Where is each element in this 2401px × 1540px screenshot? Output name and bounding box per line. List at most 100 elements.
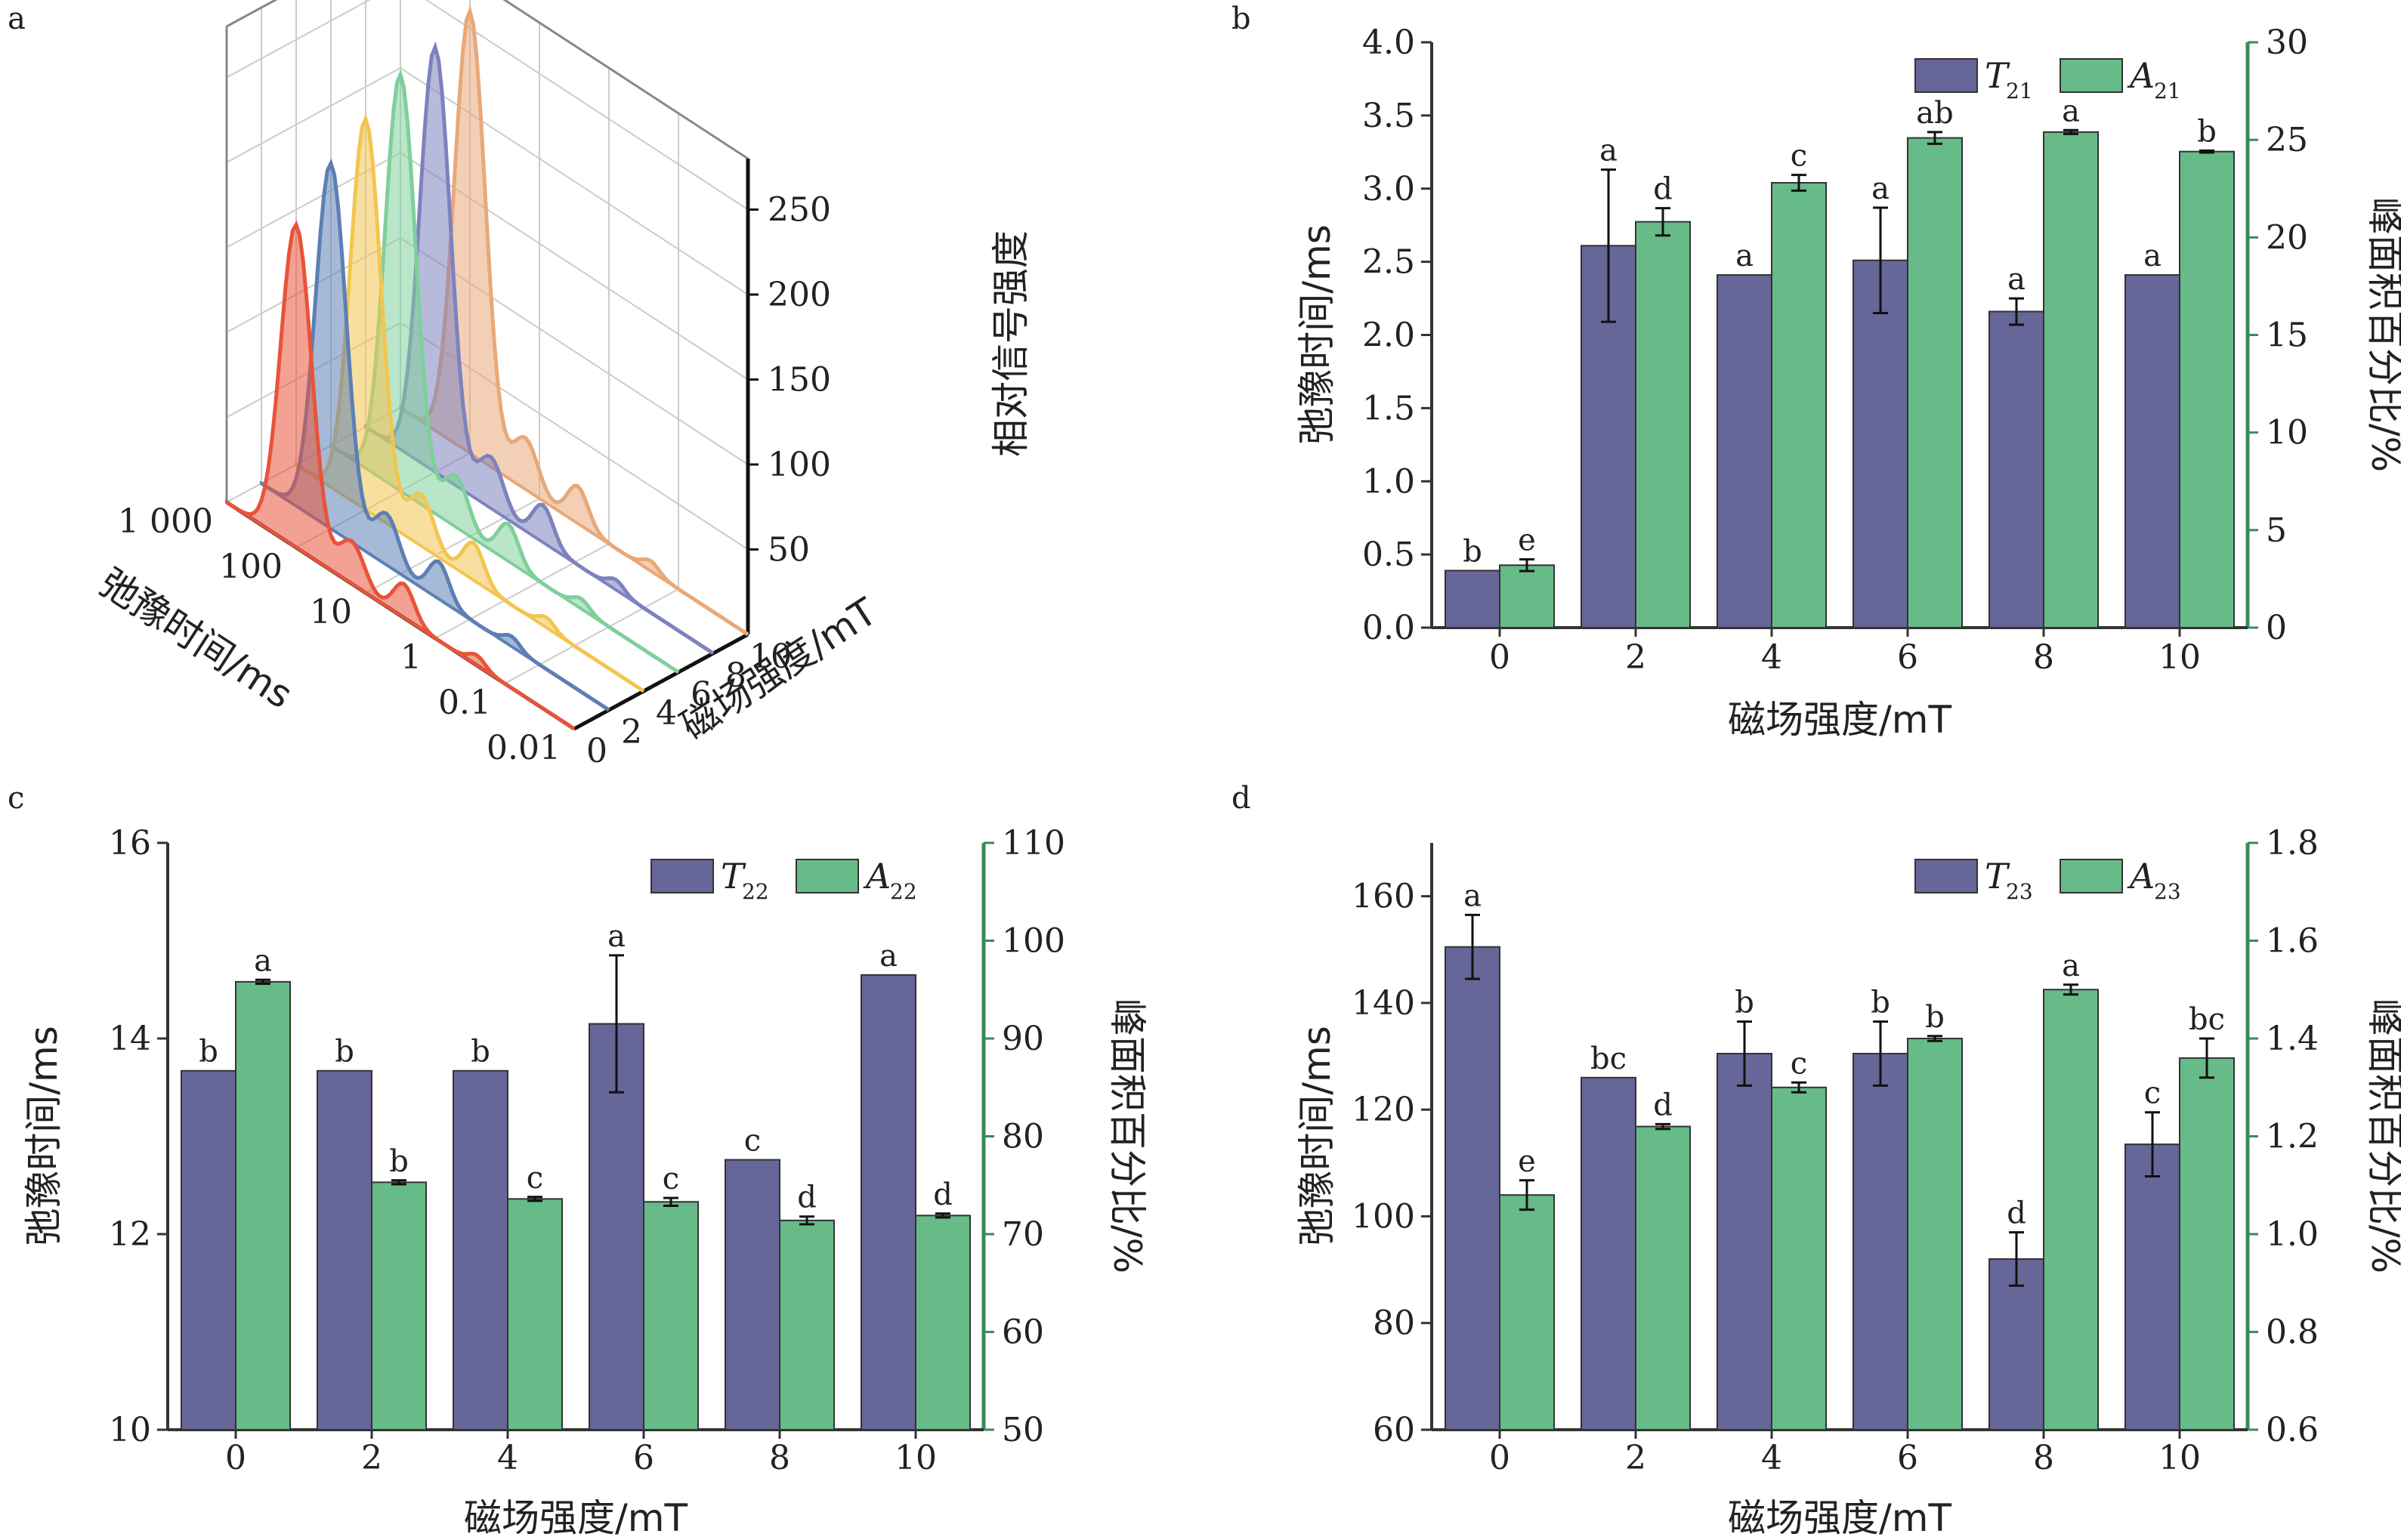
floor-grid-line <box>504 588 679 684</box>
right-axis-title: 峰面积百分比/% <box>2363 197 2401 472</box>
bar-T21 <box>2124 274 2180 628</box>
significance-letter: a <box>2062 949 2080 983</box>
right-tick-label: 5 <box>2266 511 2287 550</box>
bar-T23 <box>1717 1053 1772 1431</box>
a-y-tick-label: 2 <box>621 713 642 751</box>
left-axis-title: 弛豫时间/ms <box>22 1026 66 1246</box>
panel-label-b: b <box>1231 2 1251 36</box>
right-tick-label: 0 <box>2266 609 2287 647</box>
x-tick-label: 8 <box>2033 638 2054 677</box>
significance-letter: d <box>933 1177 953 1212</box>
bar-T22 <box>453 1069 508 1430</box>
bar-A23 <box>1635 1125 1691 1431</box>
a-z-tick-label: 100 <box>768 446 831 484</box>
x-tick-label: 2 <box>361 1439 382 1477</box>
bar-A21 <box>1499 564 1555 628</box>
bar-A21 <box>1907 137 1963 629</box>
x-axis-title: 磁场强度/mT <box>464 1496 688 1540</box>
legend-sub-A: 21 <box>2154 79 2181 103</box>
right-tick-label: 15 <box>2266 316 2308 355</box>
x-axis-title: 磁场强度/mT <box>1728 1496 1952 1540</box>
significance-letter: b <box>1463 534 1482 569</box>
panel-label-c: c <box>8 781 24 816</box>
x-tick-label: 4 <box>1761 1439 1782 1477</box>
left-tick-label: 16 <box>109 824 151 863</box>
right-tick-label: 0.6 <box>2266 1411 2319 1449</box>
left-tick-label: 3.0 <box>1362 170 1415 208</box>
x-tick-label: 2 <box>1625 638 1646 677</box>
frame-edge <box>226 0 278 28</box>
significance-letter: a <box>2062 94 2080 128</box>
left-tick-label: 120 <box>1352 1091 1415 1129</box>
legend-sub-T: 23 <box>2006 879 2033 904</box>
significance-letter: a <box>1599 134 1618 168</box>
significance-letter: a <box>1871 171 1890 206</box>
significance-letter: b <box>1925 1000 1945 1035</box>
right-tick-label: 80 <box>1002 1118 1044 1156</box>
left-tick-label: 160 <box>1352 878 1415 916</box>
significance-letter: d <box>797 1180 817 1215</box>
x-tick-label: 10 <box>895 1439 937 1477</box>
a-z-tick-label: 50 <box>768 531 810 569</box>
significance-letter: a <box>1735 239 1754 273</box>
significance-letter: bc <box>1590 1042 1627 1076</box>
significance-letter: bc <box>2189 1002 2225 1037</box>
a-y-tick-label: 0 <box>586 732 607 770</box>
significance-letter: b <box>335 1035 354 1069</box>
significance-letter: c <box>1791 139 1807 174</box>
bar-A22 <box>371 1181 427 1430</box>
right-tick-label: 60 <box>1002 1313 1044 1352</box>
bar-A21 <box>1771 182 1827 628</box>
a-x-tick-label: 1 <box>400 638 422 677</box>
left-tick-label: 100 <box>1352 1197 1415 1236</box>
left-tick-label: 2.0 <box>1362 316 1415 355</box>
legend-swatch-A <box>2060 58 2123 93</box>
bar-A22 <box>779 1219 835 1430</box>
significance-letter: b <box>1871 986 1890 1020</box>
bar-A22 <box>643 1201 699 1430</box>
left-tick-label: 1.0 <box>1362 462 1415 501</box>
bar-T21 <box>1988 310 2044 628</box>
right-tick-label: 70 <box>1002 1215 1044 1254</box>
legend-swatch-T <box>650 859 714 893</box>
bar-T23 <box>1988 1258 2044 1430</box>
right-tick-label: 10 <box>2266 414 2308 452</box>
x-tick-label: 0 <box>1489 1439 1510 1477</box>
significance-letter: c <box>744 1124 761 1159</box>
bar-T21 <box>1445 569 1500 628</box>
significance-letter: a <box>254 943 272 978</box>
legend: T21 A21 <box>1914 55 2181 103</box>
legend-label-T: T <box>721 856 746 897</box>
bar-A21 <box>1635 221 1691 628</box>
a-y-tick-label: 6 <box>691 675 712 714</box>
bar-A22 <box>507 1198 563 1430</box>
left-tick-label: 0.5 <box>1362 535 1415 574</box>
significance-letter: e <box>1518 1144 1536 1179</box>
legend-sub-T: 21 <box>2006 79 2033 103</box>
right-tick-label: 20 <box>2266 218 2308 257</box>
panel-label-a: a <box>8 2 26 36</box>
significance-letter: e <box>1518 523 1536 558</box>
panel-c-bar-chart: c 10 12 14 16 50 60 70 80 90 100 110 0 b a 2 b b 4 b c 6 a c 8 c… <box>8 781 1149 1540</box>
x-axis-title: 磁场强度/mT <box>1728 698 1952 742</box>
series-4mT-line <box>295 113 645 693</box>
right-tick-label: 100 <box>1002 922 1065 961</box>
wall-grid-line <box>425 0 749 211</box>
panel-d-bar-chart: d 60 80 100 120 140 160 0.6 0.8 1.0 1.2 1.4 1.6 1.8 0… <box>1231 781 2401 1540</box>
a-z-tick-label: 200 <box>768 276 831 314</box>
x-tick-label: 4 <box>497 1439 518 1477</box>
panel-label-d: d <box>1231 781 1251 816</box>
legend-label-T: T <box>1985 55 2010 96</box>
a-z-axis-title: 相对信号强度 <box>989 230 1033 457</box>
bar-A21 <box>2179 150 2235 628</box>
a-x-tick-label: 1 000 <box>118 502 213 541</box>
left-tick-label: 3.5 <box>1362 97 1415 135</box>
legend-sub-A: 22 <box>890 879 917 904</box>
left-tick-label: 10 <box>109 1411 151 1449</box>
significance-letter: b <box>389 1144 409 1179</box>
right-tick-label: 1.0 <box>2266 1215 2319 1254</box>
significance-letter: a <box>879 939 898 974</box>
legend-sub-A: 23 <box>2154 879 2181 904</box>
bar-T22 <box>317 1069 372 1430</box>
